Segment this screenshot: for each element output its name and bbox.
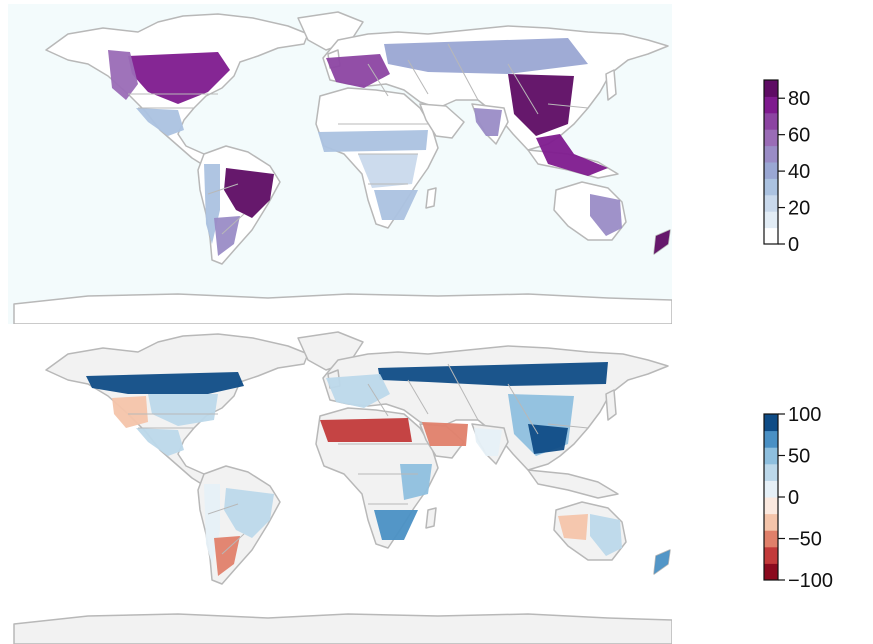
legend-color-step [764,96,778,114]
country-border [221,533,245,555]
country-border [407,59,429,95]
region-australia-east [590,194,622,236]
legend-color-step [764,194,778,212]
legend-color-step [764,162,778,179]
region-central-africa [358,154,418,188]
legend-color-step [764,447,778,465]
legend-color-step [764,563,778,581]
country-border [367,63,389,97]
region-southeast-asia [536,134,608,176]
legend-tick-label: 80 [788,88,810,110]
region-russia [384,38,588,74]
region-siberia [378,362,608,386]
country-border [547,103,589,109]
country-border [547,423,589,429]
legend-tick-label: 0 [788,234,799,256]
region-brazil [224,488,274,538]
country-border [221,213,245,235]
region-australia-east [590,514,622,556]
region-europe [326,374,390,408]
legend-bottom: −100 −50 0 50 100 [763,404,869,592]
map-panel-bottom [8,324,672,644]
landmass-madagascar [425,507,437,529]
legend-color-step [764,480,778,498]
region-mexico [136,428,184,456]
legend-color-step [764,497,778,515]
region-india [474,108,502,136]
region-south-china [528,424,568,454]
legend-frame [763,79,779,245]
legend-color-step [764,414,778,432]
legend-color-step [764,178,778,196]
country-borders [128,43,589,235]
landmass-antarctica [13,293,672,324]
region-argentina [214,216,240,256]
legend-color-step [764,112,778,130]
region-australia-west [558,514,588,540]
country-borders [128,363,589,555]
legend-color-step [764,129,778,147]
map-panel-top [8,4,672,324]
region-usa-west [112,396,148,428]
region-canada-boreal [86,372,244,394]
legend-color-step [764,211,778,229]
country-border [447,43,479,101]
country-border [507,63,539,115]
legend-color-step [764,80,778,97]
color-scale-top: 0 20 40 60 80 [763,79,810,256]
landmass-madagascar [425,187,437,209]
country-border [207,183,239,195]
legend-color-step [764,463,778,481]
legend-tick-label: 0 [788,487,799,509]
landmass-southeast-asia-islands [527,469,619,499]
legend-color-step [764,513,778,531]
world-map-top [8,4,672,324]
region-mexico [136,108,184,136]
country-border [407,379,429,415]
region-india [474,428,502,456]
data-layer [108,38,670,256]
country-border [507,383,539,435]
country-border [207,503,239,515]
legend-tick-label: 40 [788,161,810,183]
region-middle-east [422,422,468,446]
color-scale-bottom: −100 −50 0 50 100 [763,404,833,592]
data-layer [86,362,670,576]
legend-color-step [764,546,778,564]
legend-tick-label: 20 [788,198,810,220]
landmass-japan [605,389,617,421]
region-new-zealand [654,550,670,574]
region-north-america-east [128,52,230,104]
country-border [367,383,389,417]
legend-tick-label: 50 [788,446,810,468]
legend-tick-label: 100 [788,404,821,426]
region-north-africa [320,418,412,442]
region-southern-africa [374,190,418,220]
region-sahel [318,130,428,152]
legend-color-step [764,430,778,448]
country-border [447,363,479,421]
region-north-america-west [108,50,138,100]
region-east-africa [400,464,432,500]
region-usa-east [148,394,218,426]
legend-tick-label: 60 [788,125,810,147]
region-new-zealand [654,230,670,254]
legend-color-step [764,227,778,245]
legend-top: 0 20 40 60 80 [763,76,869,256]
legend-tick-label: −50 [788,529,822,551]
region-china [508,74,574,136]
region-southern-africa [374,510,418,540]
legend-tick-label: −100 [788,570,833,592]
landmass-japan [605,69,617,101]
region-argentina [214,536,240,576]
region-brazil [224,168,274,218]
region-europe [326,54,390,88]
legend-color-step [764,145,778,163]
landmass-antarctica [13,613,672,644]
landmass-arabia [419,103,465,139]
world-map-bottom [8,324,672,644]
legend-color-step [764,530,778,548]
